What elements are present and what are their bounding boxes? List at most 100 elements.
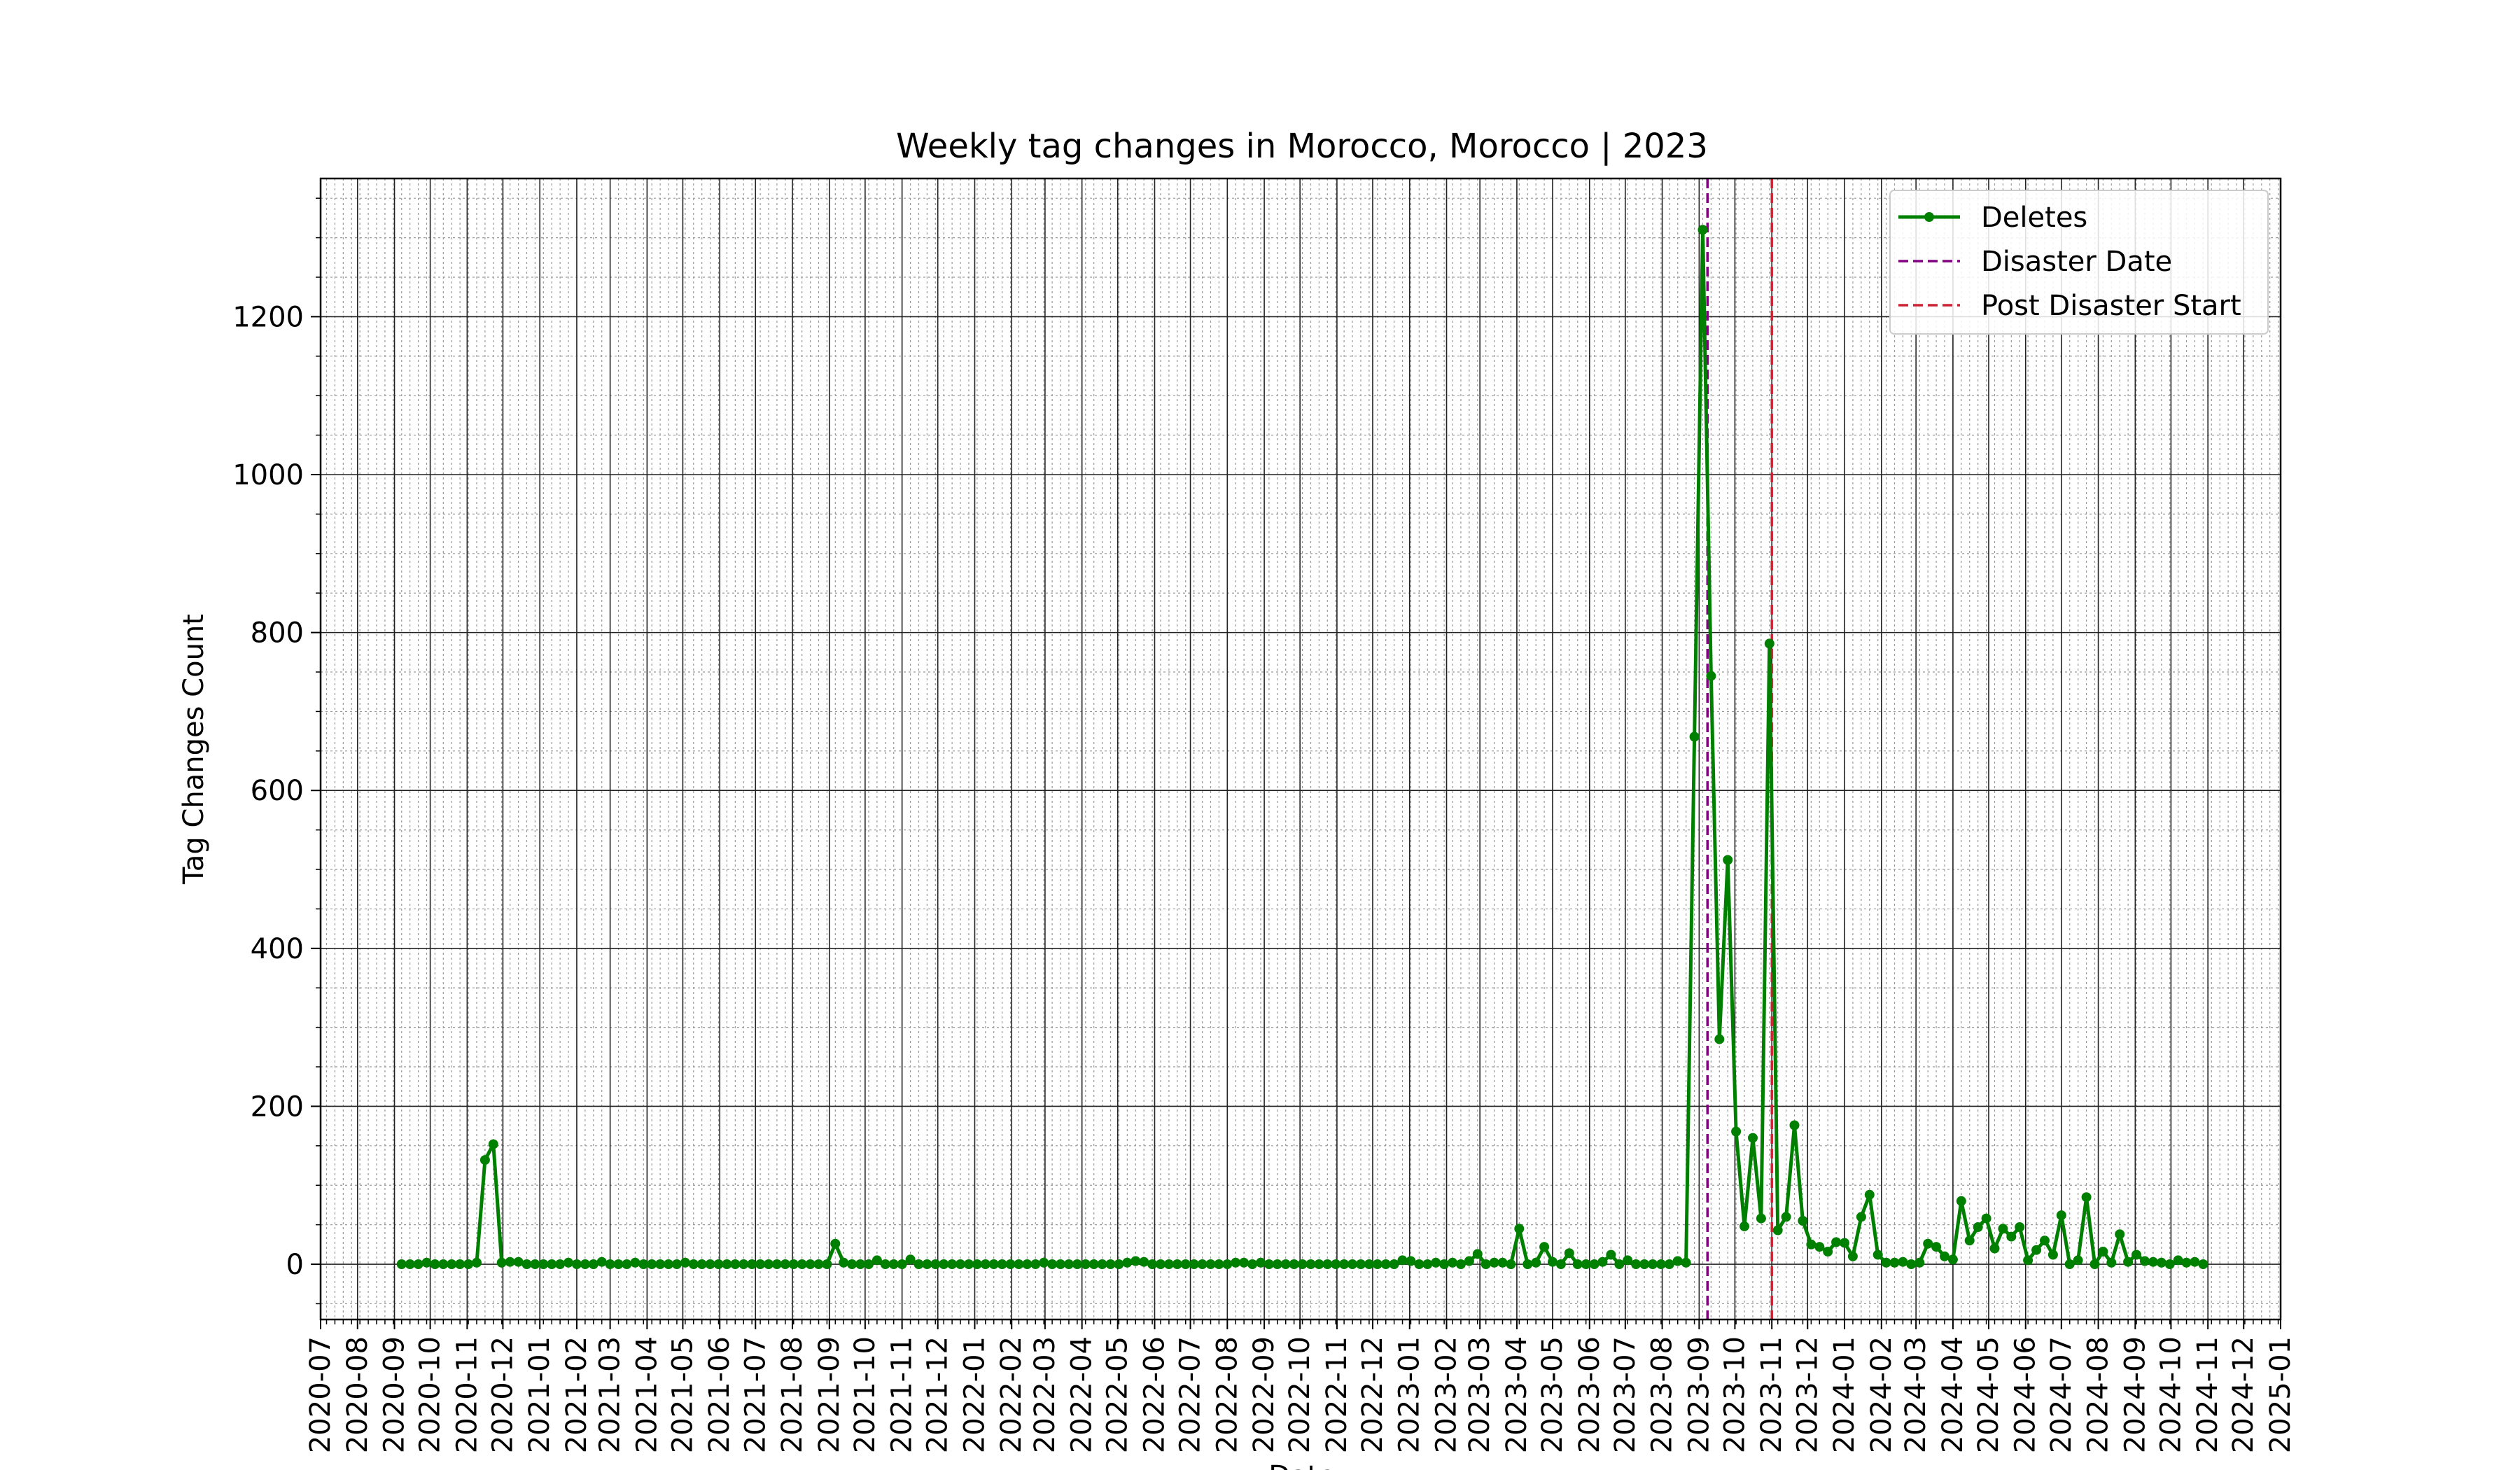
data-point	[905, 1254, 916, 1265]
data-point	[730, 1259, 741, 1269]
data-point	[1455, 1259, 1466, 1269]
data-point	[1506, 1259, 1516, 1269]
x-tick-label: 2022-05	[1102, 1336, 1134, 1453]
x-tick-label: 2022-07	[1175, 1336, 1207, 1453]
data-point	[1105, 1259, 1116, 1269]
x-tick-label: 2022-09	[1248, 1336, 1280, 1453]
data-point	[847, 1259, 858, 1269]
data-point	[1831, 1237, 1842, 1247]
x-tick-label: 2022-11	[1321, 1336, 1353, 1453]
data-point	[822, 1259, 832, 1269]
data-point	[1681, 1257, 1691, 1268]
data-point	[947, 1259, 958, 1269]
data-point	[2115, 1229, 2125, 1240]
data-point	[1847, 1251, 1858, 1261]
data-point	[479, 1155, 490, 1166]
x-tick-label: 2023-01	[1394, 1336, 1426, 1453]
data-point	[472, 1257, 482, 1268]
data-point	[2064, 1259, 2075, 1269]
data-point	[1272, 1259, 1282, 1269]
data-point	[1522, 1259, 1533, 1269]
data-point	[2173, 1255, 2183, 1266]
data-point	[1555, 1259, 1566, 1269]
data-point	[1331, 1259, 1341, 1269]
data-point	[696, 1259, 707, 1269]
data-point	[1564, 1248, 1574, 1259]
data-point	[1005, 1259, 1016, 1269]
data-point	[1689, 732, 1700, 742]
legend-label-disaster-date: Disaster Date	[1981, 246, 2172, 278]
data-point	[1380, 1259, 1391, 1269]
data-point	[1414, 1259, 1424, 1269]
data-point	[1063, 1259, 1074, 1269]
data-point	[1306, 1259, 1316, 1269]
x-tick-label: 2022-08	[1211, 1336, 1243, 1453]
x-tick-label: 2021-03	[594, 1336, 626, 1453]
data-point	[1114, 1259, 1124, 1269]
data-point	[580, 1259, 590, 1269]
data-point	[447, 1259, 457, 1269]
data-point	[1389, 1259, 1399, 1269]
data-point	[1130, 1256, 1141, 1266]
data-point	[1439, 1259, 1450, 1269]
x-tick-label: 2021-10	[849, 1336, 881, 1453]
x-tick-label: 2023-11	[1756, 1336, 1788, 1453]
data-point	[2148, 1256, 2158, 1267]
x-tick-label: 2021-09	[813, 1336, 846, 1453]
data-point	[1840, 1238, 1849, 1248]
data-point	[997, 1259, 1007, 1269]
x-tick-label: 2024-11	[2192, 1336, 2224, 1453]
x-tick-label: 2021-07	[739, 1336, 771, 1453]
x-tick-label: 2023-02	[1431, 1336, 1463, 1453]
x-tick-label: 2023-03	[1464, 1336, 1496, 1453]
data-point	[1748, 1133, 1758, 1143]
data-point	[1497, 1257, 1508, 1268]
data-point	[1740, 1221, 1749, 1231]
x-tick-label: 2024-03	[1900, 1336, 1932, 1453]
x-axis-label: Date	[1268, 1460, 1336, 1470]
data-point	[1581, 1259, 1591, 1269]
data-point	[1823, 1247, 1833, 1256]
data-point	[1806, 1239, 1816, 1250]
data-point	[1648, 1259, 1658, 1269]
data-point	[421, 1257, 432, 1268]
data-point	[396, 1259, 407, 1269]
data-point	[1088, 1259, 1099, 1269]
x-tick-label: 2020-08	[342, 1336, 374, 1453]
y-tick-label: 0	[286, 1249, 304, 1281]
data-point	[888, 1259, 899, 1269]
x-tick-label: 2024-05	[1973, 1336, 2005, 1453]
data-point	[747, 1259, 757, 1269]
x-tick-label: 2022-02	[995, 1336, 1028, 1453]
data-point	[1723, 855, 1733, 865]
data-point	[1956, 1196, 1966, 1206]
data-point	[1472, 1249, 1483, 1259]
data-point	[630, 1257, 640, 1268]
data-point	[1964, 1236, 1975, 1246]
data-point	[2073, 1255, 2083, 1266]
data-point	[2164, 1259, 2175, 1269]
data-point	[2190, 1256, 2200, 1267]
data-point	[1214, 1259, 1224, 1269]
data-point	[1623, 1255, 1633, 1266]
data-point	[1606, 1250, 1616, 1260]
x-tick-label: 2021-04	[631, 1336, 663, 1453]
data-point	[2090, 1259, 2100, 1269]
data-point	[2047, 1250, 2058, 1260]
data-point	[1480, 1259, 1491, 1269]
legend: Deletes Disaster Date Post Disaster Star…	[1889, 190, 2269, 335]
data-point	[1539, 1242, 1550, 1252]
data-point	[2156, 1257, 2166, 1268]
data-point	[738, 1259, 749, 1269]
data-point	[864, 1259, 874, 1269]
data-point	[1672, 1256, 1683, 1266]
data-point	[1431, 1257, 1441, 1268]
data-point	[522, 1259, 532, 1269]
data-point	[671, 1259, 682, 1269]
data-point	[1931, 1242, 1942, 1252]
data-point	[1664, 1259, 1674, 1269]
data-point	[1247, 1259, 1258, 1269]
x-tick-label: 2020-11	[451, 1336, 483, 1453]
data-point	[1030, 1259, 1041, 1269]
data-point	[788, 1259, 799, 1269]
